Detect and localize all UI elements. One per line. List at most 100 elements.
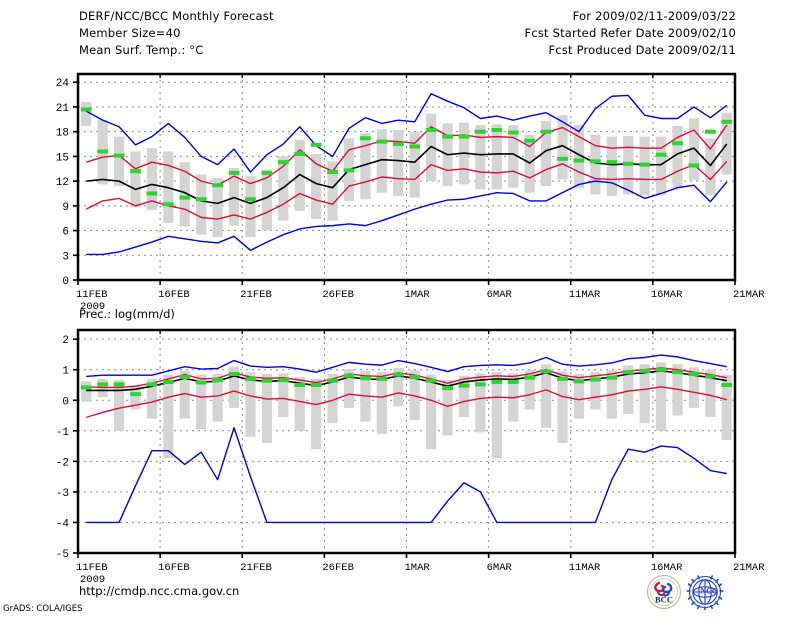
observed-median-dash: [672, 141, 683, 146]
ensemble-spread-bar: [655, 362, 667, 431]
observed-median-dash: [573, 379, 585, 384]
fcst-produced-label: Fcst Produced Date 2009/02/11: [548, 43, 736, 57]
ensemble-spread-bar: [672, 125, 683, 188]
y-tick-label: 0: [62, 276, 69, 288]
ensemble-spread-bar: [130, 385, 141, 410]
svg-text:BCC: BCC: [655, 595, 673, 605]
observed-median-dash: [589, 377, 601, 382]
observed-median-dash: [540, 369, 552, 374]
x-tick-label: 1MAR: [405, 289, 431, 301]
ensemble-spread-bar: [81, 381, 92, 402]
ensemble-spread-bar: [721, 112, 732, 175]
observed-median-dash: [622, 161, 634, 166]
observed-median-dash: [474, 382, 486, 387]
ensemble-spread-bar: [327, 161, 338, 221]
ensemble-spread-bar: [261, 373, 272, 444]
y-tick-label: 3: [62, 251, 69, 263]
ensemble-spread-bar: [590, 134, 601, 195]
observed-median-dash: [327, 378, 339, 383]
y-tick-label: -4: [56, 518, 70, 530]
observed-median-dash: [458, 134, 470, 139]
observed-median-dash: [80, 385, 92, 390]
ensemble-spread-bar: [327, 373, 338, 424]
observed-median-dash: [639, 368, 651, 373]
ensemble-spread-bar: [541, 120, 552, 187]
ensemble-spread-bar: [639, 364, 650, 424]
observed-median-dash: [97, 382, 109, 387]
ensemble-spread-bar: [179, 370, 190, 419]
observed-median-dash: [130, 169, 141, 174]
observed-median-dash: [343, 168, 355, 173]
y-tick-label: 12: [56, 177, 69, 189]
observed-median-dash: [672, 370, 683, 375]
ensemble-max-line: [86, 354, 727, 378]
ensemble-spread-bar: [557, 371, 568, 444]
website-url[interactable]: http://cmdp.ncc.cma.gov.cn: [79, 584, 240, 598]
observed-median-dash: [606, 375, 618, 380]
y-tick-label: 24: [56, 78, 70, 90]
forecast-period-label: For 2009/02/11-2009/03/22: [572, 9, 736, 23]
ensemble-spread-bar: [376, 372, 387, 434]
x-axis-year-label: 2009: [80, 574, 105, 586]
x-tick-label: 11FEB: [76, 562, 108, 574]
observed-median-dash: [474, 129, 486, 134]
x-tick-label: 26FEB: [322, 562, 354, 574]
ensemble-spread-bar: [376, 129, 387, 193]
y-tick-label: 21: [56, 103, 70, 115]
observed-median-dash: [277, 378, 289, 383]
observed-median-dash: [688, 371, 700, 376]
upper-quartile-line: [86, 367, 727, 389]
observed-median-dash: [704, 374, 716, 379]
x-tick-label: 16FEB: [158, 289, 190, 301]
lower-quartile-line: [86, 386, 727, 419]
ensemble-spread-bar: [491, 372, 502, 459]
ncc-logo: NCC: [686, 575, 724, 610]
x-tick-label: 16FEB: [158, 562, 190, 574]
plot-frame: [76, 328, 737, 555]
observed-median-dash: [409, 144, 421, 149]
temperature-plot: 0 3 6 9 12 15 18 21 24 11FEB 16FEB 21FEB 26FEB 1MAR 6M…: [56, 72, 765, 310]
observed-median-dash: [721, 119, 733, 124]
observed-median-dash: [524, 375, 536, 380]
ensemble-spread-bar: [508, 125, 519, 188]
observed-median-dash: [245, 376, 256, 381]
x-tick-label: 11FEB: [76, 289, 108, 301]
ensemble-spread-bar: [409, 370, 420, 421]
observed-median-dash: [655, 367, 667, 372]
ensemble-spread-bar: [573, 125, 585, 188]
y-tick-label: 0: [62, 396, 69, 408]
ensemble-spread-bar: [360, 133, 371, 200]
ensemble-spread-bar: [524, 134, 535, 193]
x-tick-label: 6MAR: [487, 289, 513, 301]
observed-median-dash: [589, 159, 601, 164]
ensemble-spread-bar: [491, 124, 502, 190]
svg-text:NCC: NCC: [700, 587, 718, 596]
observed-median-dash: [507, 379, 519, 384]
observed-median-dash: [557, 156, 568, 161]
observed-median-dash: [655, 152, 667, 157]
ensemble-spread-bar: [541, 364, 552, 428]
observed-median-dash: [639, 162, 651, 167]
observed-median-dash: [721, 382, 733, 387]
y-tick-label: 6: [62, 227, 69, 239]
ensemble-spread-bar: [294, 377, 305, 431]
observed-median-dash: [540, 129, 552, 134]
observed-median-dash: [195, 197, 207, 202]
observed-median-dash: [491, 379, 503, 384]
x-tick-label: 26FEB: [322, 289, 354, 301]
x-tick-label: 16MAR: [651, 289, 683, 301]
observed-median-dash: [261, 170, 273, 175]
ensemble-spread-bar: [705, 138, 716, 196]
observed-median-dash: [442, 386, 453, 391]
x-axis-year-label: 2009: [80, 301, 105, 310]
ensemble-spread-bar: [130, 151, 141, 208]
ensemble-spread-bar: [113, 136, 125, 187]
observed-median-dash: [688, 163, 700, 168]
observed-median-dash: [376, 139, 388, 144]
precipitation-plot: -5 -4 -3 -2 -1 0 1 2 11FEB 16FEB 21FEB 26FEB 1MAR 6MA…: [56, 328, 765, 586]
ensemble-spread-bar: [524, 370, 535, 410]
fcst-started-label: Fcst Started Refer Date 2009/02/10: [524, 26, 736, 40]
observed-median-dash: [162, 379, 174, 384]
ensemble-spread-bar: [557, 115, 568, 180]
ensemble-spread-bar: [721, 374, 732, 440]
